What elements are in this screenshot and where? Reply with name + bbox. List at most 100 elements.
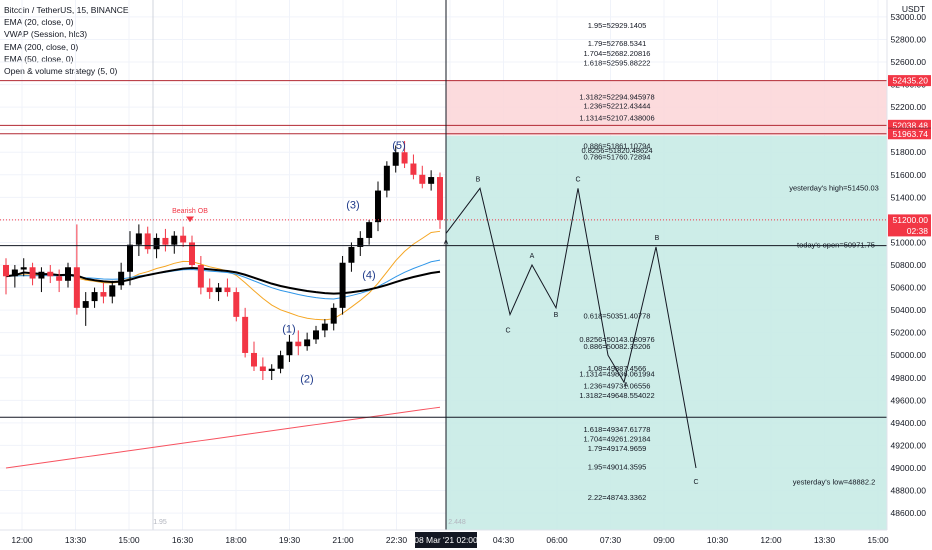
candle[interactable] [268,368,275,371]
candle[interactable] [47,271,54,277]
pattern-point-label: C [575,177,580,184]
legend-indicator-ema20[interactable]: EMA (20, close, 0) [4,17,74,28]
candle[interactable] [242,316,249,353]
price-tick-label: 53000.00 [891,12,927,22]
fib-level-label: 0.618=50351.40778 [584,312,651,321]
fib-level-label: 1.236=49731.06556 [584,382,651,391]
candle[interactable] [109,285,116,297]
candle[interactable] [29,267,36,279]
price-tag-label: 51200.00 [893,215,929,225]
time-axis[interactable]: 12:00 13:30 15:00 16:30 18:00 19:30 21:00 22:30… [0,529,932,550]
candle[interactable] [428,177,435,184]
faint-label: 1.95 [153,519,167,526]
candle[interactable] [100,292,107,297]
elliott-wave-label: (4) [362,270,375,282]
reference-line-label: yesterday's high=51450.03 [789,184,879,193]
legend-indicator-vwap[interactable]: VWAP (Session, hlc3) [4,29,88,40]
time-tick-label: 21:00 [332,535,354,545]
pattern-point-label: B [655,235,660,242]
candle[interactable] [304,339,311,347]
candle[interactable] [11,269,18,277]
legend-indicator-ema200[interactable]: EMA (200, close, 0) [4,41,79,52]
candle[interactable] [321,323,328,331]
candle[interactable] [357,237,364,247]
candle[interactable] [251,352,257,367]
candle[interactable] [135,233,142,245]
fib-level-label: 0.886=51861.10794 [584,141,651,150]
candle[interactable] [339,262,346,308]
price-tick-label: 51000.00 [891,237,927,247]
candle[interactable] [277,355,284,369]
candle[interactable] [401,152,408,164]
candle[interactable] [180,235,187,243]
candle[interactable] [127,244,133,272]
price-tag[interactable] [888,214,931,237]
candle[interactable] [330,307,337,324]
candle[interactable] [375,190,381,223]
candle[interactable] [233,292,240,317]
candle[interactable] [206,287,213,293]
candle[interactable] [286,341,293,356]
legend-symbol[interactable]: Bitcoin / TetherUS, 15, BINANCE [4,5,129,15]
candle[interactable] [189,242,195,265]
candle[interactable] [3,265,9,277]
candle[interactable] [162,237,169,245]
fib-level-label: 0.886=50082.35206 [584,342,651,351]
candle[interactable] [419,174,426,184]
projection-zone [446,135,887,530]
candle[interactable] [65,267,71,281]
candle[interactable] [392,152,399,166]
bearish-ob-marker [186,216,194,223]
time-tick-label: 13:30 [814,535,836,545]
time-tick-label: 19:30 [279,535,301,545]
candle[interactable] [366,222,373,238]
time-tick-label: 16:30 [172,535,194,545]
legend-indicator-strategy[interactable]: Open & volume strategy (5, 0) [4,66,118,77]
candle[interactable] [144,233,151,250]
candle[interactable] [56,276,63,281]
candle[interactable] [38,271,45,279]
price-tick-label: 50200.00 [891,328,927,338]
price-tick-label: 51400.00 [891,192,927,202]
candles[interactable] [3,140,443,381]
candle[interactable] [171,235,178,245]
price-tick-label: 49400.00 [891,418,927,428]
indicator-legend: Bitcoin / TetherUS, 15, BINANCE EMA (20,… [4,4,129,77]
candle[interactable] [20,267,27,270]
candle[interactable] [313,330,319,340]
pattern-point-label: A [530,253,535,260]
candle[interactable] [224,287,231,293]
candle[interactable] [153,237,160,250]
candle[interactable] [118,271,125,286]
fib-level-label: 1.3182=52294.945978 [579,92,654,101]
price-tick-label: 50600.00 [891,283,927,293]
fib-level-label: 1.1314=49836.061994 [579,370,654,379]
candle[interactable] [348,246,355,263]
candle[interactable] [437,177,443,220]
price-tick-label: 48600.00 [891,508,927,518]
legend-indicator-ema50[interactable]: EMA (50, close, 0) [4,53,74,64]
candle[interactable] [82,301,89,308]
price-axis[interactable]: USDT 48600.00 48800.00 49000.00 49200.00 4940… [886,0,932,550]
fib-level-label: 2.22=48743.3362 [588,493,647,502]
price-tag[interactable] [888,119,931,131]
fib-level-label: 1.08=49887.4566 [588,364,647,373]
price-tag[interactable] [888,75,931,87]
price-tag[interactable] [888,128,931,140]
candle[interactable] [259,366,266,371]
candle[interactable] [383,165,390,191]
candle[interactable] [73,267,80,308]
time-cursor-tag[interactable] [415,532,477,548]
candle[interactable] [215,287,222,293]
fib-level-label: 1.704=52682.20816 [584,49,651,58]
candle[interactable] [410,163,417,175]
time-cursor-label: 08 Mar '21 02:00 [414,535,478,545]
pattern-point-label: B [476,177,481,184]
price-tick-label: 51800.00 [891,147,927,157]
price-tick-label: 50400.00 [891,305,927,315]
candle[interactable] [91,292,98,302]
candle[interactable] [295,341,302,347]
candle[interactable] [197,265,204,288]
chart-annotations: 1.95=52929.1405 1.79=52768.53411.704=5268… [153,21,879,526]
